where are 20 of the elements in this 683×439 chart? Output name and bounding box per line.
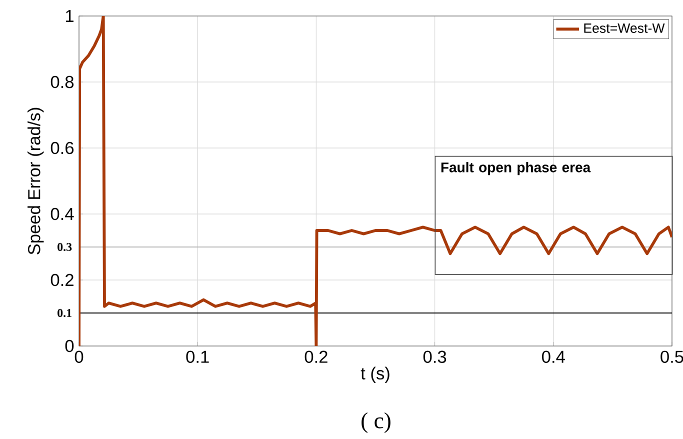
y-tick-label: 0.8: [50, 76, 74, 88]
y-tick-label: 1: [66, 10, 74, 22]
y-axis-title: Speed Error (rad/s): [28, 108, 44, 254]
ref-line-label: 0.1: [58, 308, 72, 318]
y-tick-label: 0.4: [50, 208, 74, 220]
x-tick-label: 0.3: [423, 350, 446, 363]
x-tick-label: 0: [74, 350, 84, 363]
ref-line-label: 0.3: [58, 242, 72, 252]
x-tick-label: 0.1: [186, 350, 209, 363]
y-tick-label: 0.2: [50, 274, 74, 286]
x-tick-label: 0.5: [660, 350, 683, 363]
y-tick-label: 0.6: [50, 142, 74, 154]
x-tick-label: 0.2: [304, 350, 328, 363]
line-series: [79, 16, 672, 346]
annotation: Fault open phase erea: [441, 162, 591, 176]
x-axis-title: t (s): [360, 366, 390, 383]
legend-label: Eest=West-W: [584, 24, 665, 33]
x-tick-label: 0.4: [542, 350, 565, 363]
y-tick-label: 0: [65, 340, 74, 352]
text: ( c): [362, 412, 390, 433]
